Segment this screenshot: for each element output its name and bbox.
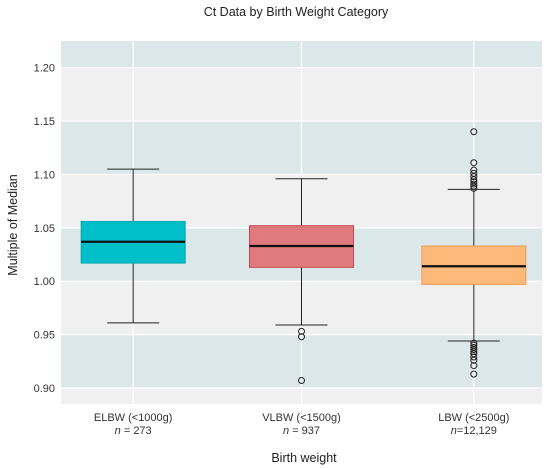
y-tick-label: 0.90 <box>34 383 55 395</box>
outlier-point <box>470 362 478 370</box>
box-1 <box>80 168 186 324</box>
outlier-point <box>470 348 478 356</box>
sample-size-label: n=12,129 <box>451 425 497 437</box>
x-tick-label: ELBW (<1000g) <box>94 412 173 424</box>
outlier-point <box>470 182 478 190</box>
box-series <box>80 128 527 385</box>
sample-size-symbol: n <box>451 425 457 437</box>
chart-title: Ct Data by Birth Weight Category <box>204 5 389 19</box>
sample-size-symbol: n <box>283 425 289 437</box>
y-tick-label: 1.15 <box>34 116 55 128</box>
outlier-point <box>298 333 305 341</box>
outlier-point <box>470 180 478 188</box>
outlier-point <box>298 377 305 385</box>
outlier-point <box>470 184 478 192</box>
y-tick-label: 1.20 <box>34 63 55 75</box>
outlier-point <box>470 159 478 167</box>
box-3 <box>421 128 527 378</box>
outlier-point <box>470 128 478 136</box>
outlier-point <box>470 370 478 378</box>
y-axis-ticks: 0.90 0.95 1.00 1.05 1.10 1.15 1.20 <box>34 63 55 395</box>
sample-size-symbol: n <box>115 425 121 437</box>
y-axis-title: Multiple of Median <box>6 174 20 275</box>
outlier-point <box>470 353 478 361</box>
sample-size-value: = 937 <box>289 425 320 437</box>
outlier-point <box>298 327 305 335</box>
x-tick-label: VLBW (<1500g) <box>262 412 341 424</box>
sample-size-label: n = 273 <box>115 425 152 437</box>
sample-size-label: n = 937 <box>283 425 320 437</box>
y-tick-label: 0.95 <box>34 330 55 342</box>
x-tick-label: LBW (<2500g) <box>438 412 509 424</box>
y-tick-label: 1.05 <box>34 223 55 235</box>
outlier-point <box>470 346 478 354</box>
y-tick-label: 1.00 <box>34 276 55 288</box>
box-2 <box>249 178 354 385</box>
sample-size-value: =12,129 <box>457 425 497 437</box>
sample-size-value: = 273 <box>121 425 152 437</box>
x-axis-title: Birth weight <box>271 451 337 465</box>
y-tick-label: 1.10 <box>34 169 55 181</box>
outlier-point <box>470 173 478 181</box>
outlier-point <box>470 356 478 364</box>
